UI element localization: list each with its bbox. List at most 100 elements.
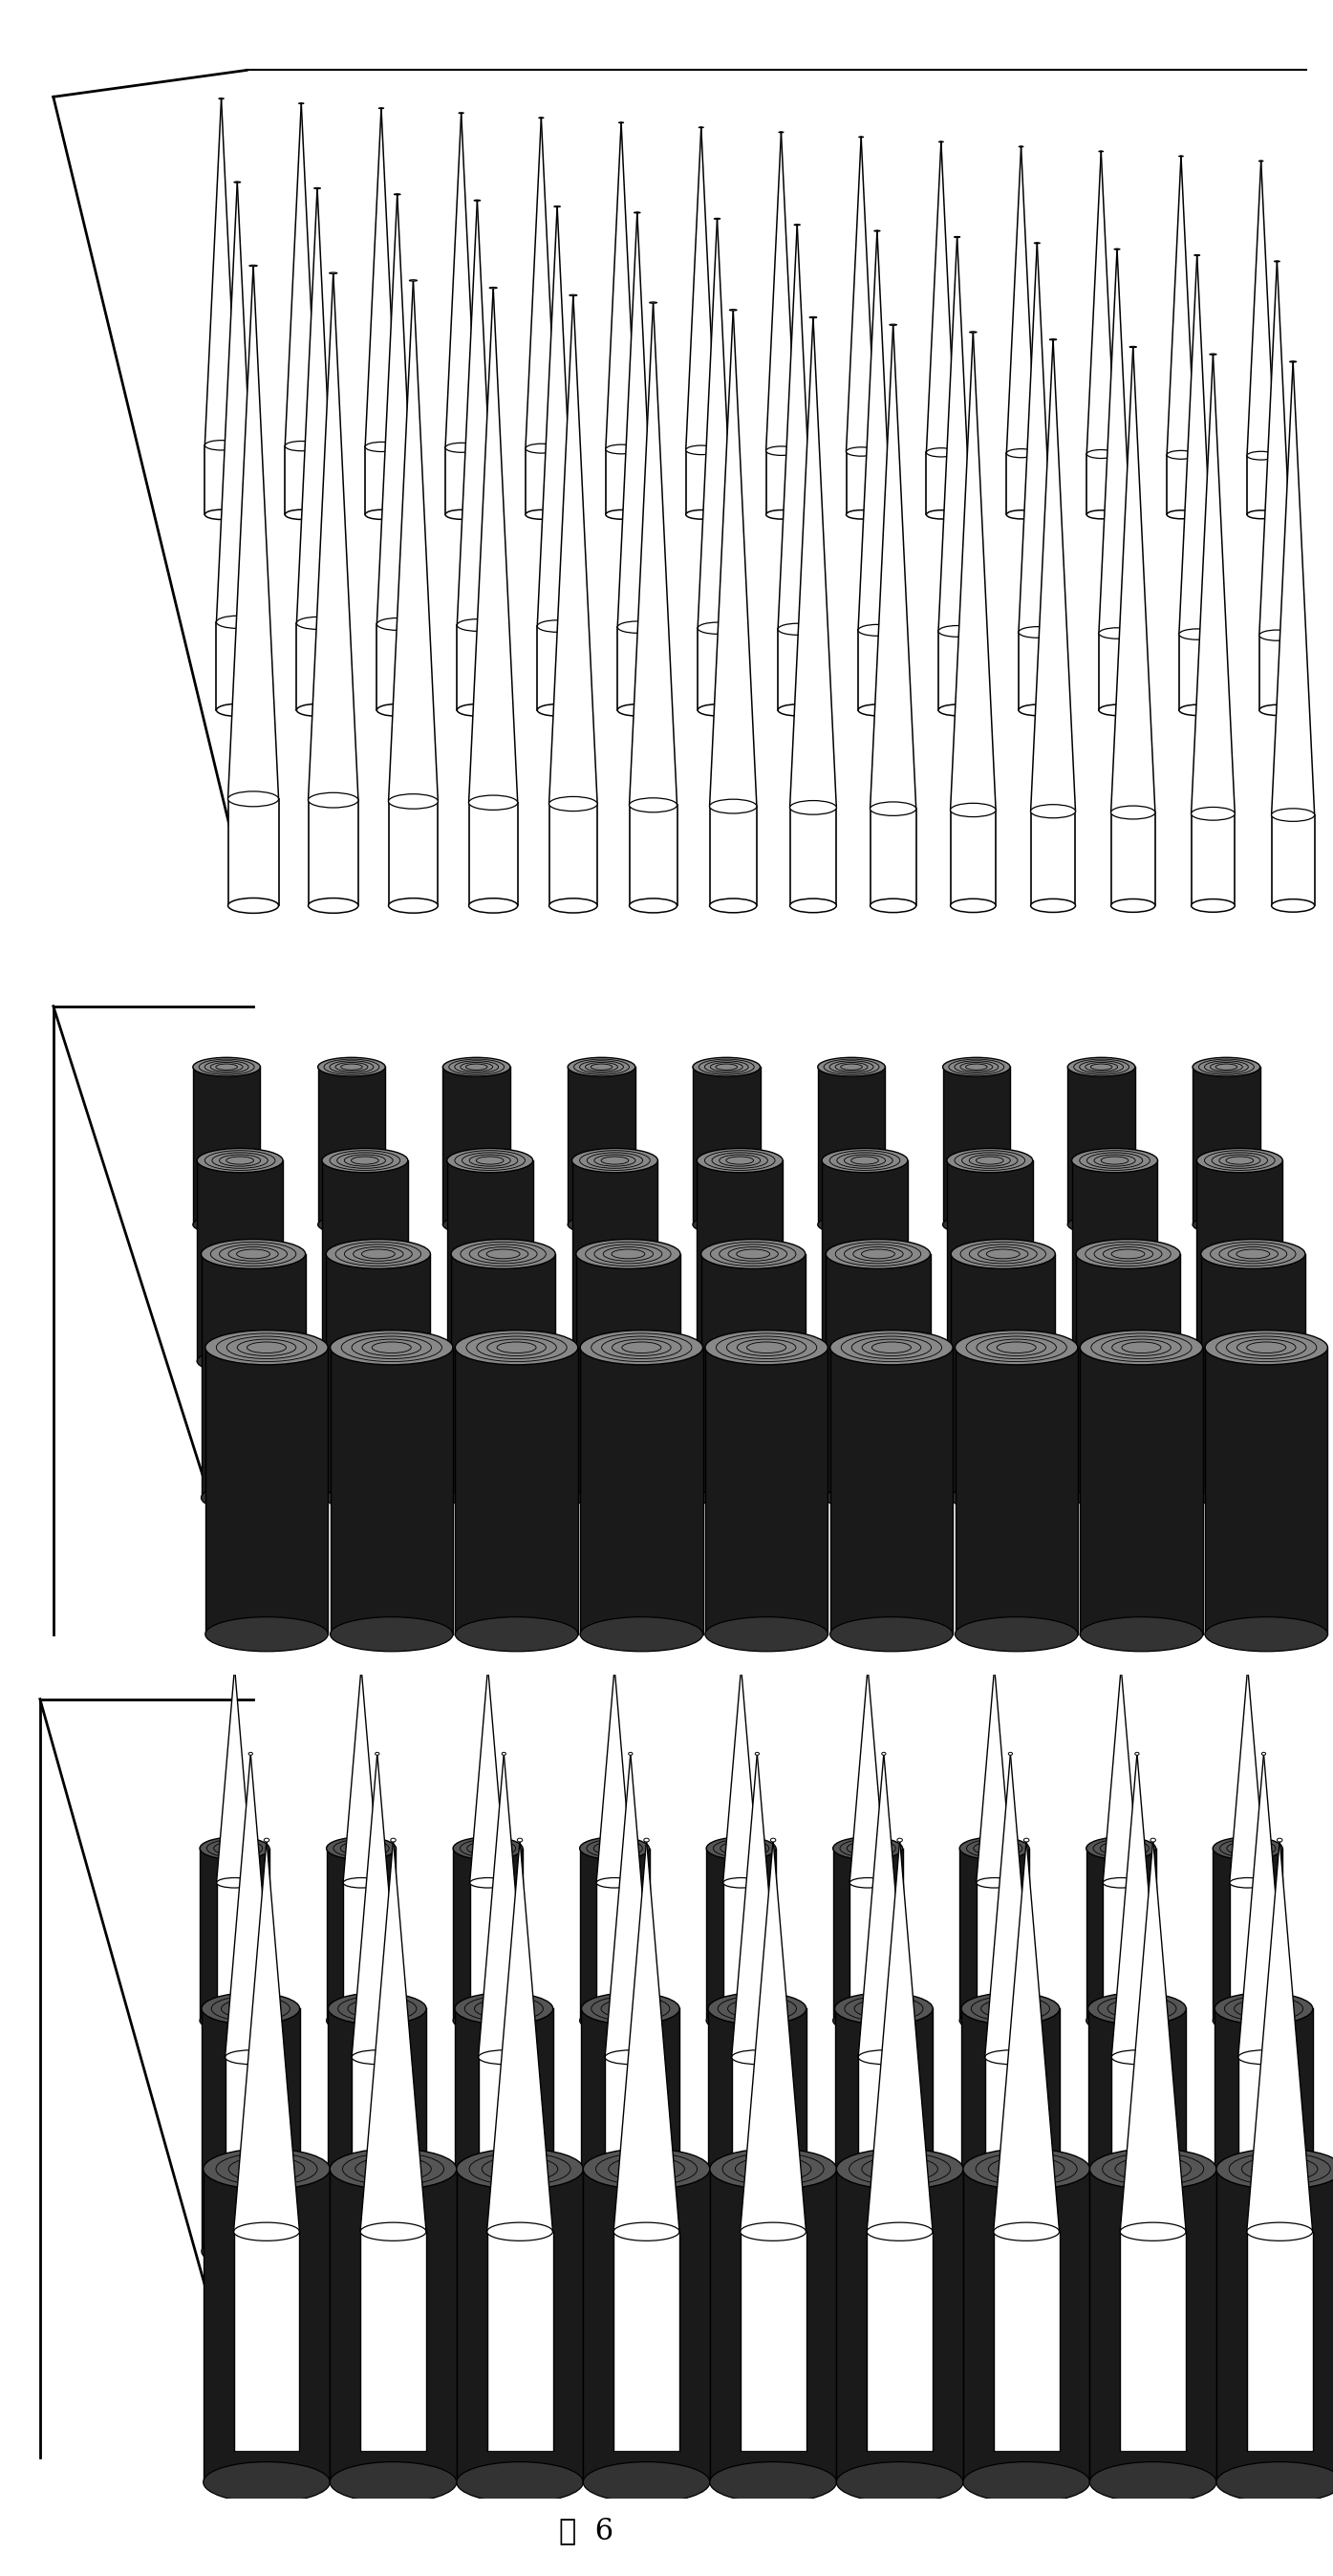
Polygon shape [228,265,279,799]
Polygon shape [443,1066,511,1224]
Polygon shape [1080,1347,1202,1633]
Ellipse shape [1260,706,1294,716]
Polygon shape [343,1883,380,2004]
Ellipse shape [1272,809,1314,822]
Polygon shape [1076,1255,1180,1497]
Polygon shape [1192,355,1234,814]
Ellipse shape [790,801,836,814]
Polygon shape [1248,162,1274,456]
Polygon shape [360,2231,427,2450]
Ellipse shape [205,1329,328,1365]
Polygon shape [1238,1754,1289,2058]
Ellipse shape [323,1350,408,1373]
Ellipse shape [568,1216,636,1234]
Ellipse shape [693,1216,760,1234]
Polygon shape [701,1255,805,1497]
Ellipse shape [849,1878,886,1888]
Ellipse shape [1248,451,1274,461]
Ellipse shape [754,1752,760,1754]
Polygon shape [216,1667,253,1883]
Polygon shape [1018,631,1056,711]
Polygon shape [204,2169,331,2483]
Ellipse shape [487,2223,553,2241]
Polygon shape [778,224,816,629]
Ellipse shape [708,1994,806,2025]
Ellipse shape [327,1239,431,1267]
Ellipse shape [469,1878,507,1888]
Polygon shape [216,1883,253,2004]
Polygon shape [740,1839,806,2231]
Polygon shape [605,2058,656,2228]
Ellipse shape [960,2009,1029,2032]
Ellipse shape [1006,448,1036,459]
Ellipse shape [938,703,976,716]
Polygon shape [766,451,796,515]
Polygon shape [479,2058,529,2228]
Ellipse shape [457,703,497,716]
Polygon shape [613,1839,680,2231]
Polygon shape [617,214,657,626]
Polygon shape [817,1066,885,1224]
Ellipse shape [950,899,996,912]
Ellipse shape [629,799,677,811]
Polygon shape [866,1839,933,2231]
Ellipse shape [391,1839,396,1842]
Ellipse shape [1205,1618,1328,1651]
Ellipse shape [834,1994,933,2025]
Polygon shape [228,799,279,907]
Ellipse shape [1072,1149,1157,1172]
Polygon shape [732,1754,782,2058]
Ellipse shape [1166,510,1196,518]
Polygon shape [706,1850,776,2020]
Ellipse shape [961,1994,1060,2025]
Polygon shape [1086,152,1116,453]
Polygon shape [1068,1066,1136,1224]
Ellipse shape [343,1878,380,1888]
Ellipse shape [833,1837,902,1860]
Polygon shape [849,1883,886,2004]
Polygon shape [938,237,976,631]
Ellipse shape [549,796,597,811]
Polygon shape [926,453,956,515]
Polygon shape [926,142,956,453]
Ellipse shape [881,1752,886,1754]
Ellipse shape [568,1056,636,1077]
Ellipse shape [1201,1484,1305,1512]
Polygon shape [709,806,757,907]
Polygon shape [584,2169,710,2483]
Polygon shape [453,1850,523,2020]
Polygon shape [1246,2231,1313,2450]
Ellipse shape [228,791,279,806]
Ellipse shape [525,443,557,453]
Ellipse shape [946,1149,1033,1172]
Ellipse shape [581,2236,680,2267]
Polygon shape [1213,1850,1282,2020]
Ellipse shape [576,1239,680,1267]
Ellipse shape [1110,806,1156,819]
Ellipse shape [822,1149,908,1172]
Polygon shape [455,2009,553,2251]
Ellipse shape [1112,2050,1162,2063]
Polygon shape [451,1255,556,1497]
Ellipse shape [200,2009,269,2032]
Polygon shape [352,2058,403,2228]
Ellipse shape [203,2148,331,2190]
Ellipse shape [858,623,896,636]
Polygon shape [1205,1347,1328,1633]
Polygon shape [216,621,259,711]
Ellipse shape [201,2236,300,2267]
Ellipse shape [628,1752,633,1754]
Ellipse shape [205,510,237,520]
Polygon shape [826,1255,930,1497]
Ellipse shape [447,1149,533,1172]
Polygon shape [331,1347,453,1633]
Ellipse shape [1089,2463,1216,2504]
Ellipse shape [870,801,916,817]
Ellipse shape [837,2148,964,2190]
Ellipse shape [352,2050,403,2063]
Ellipse shape [710,2463,837,2504]
Polygon shape [537,626,577,711]
Polygon shape [549,296,597,804]
Ellipse shape [708,2236,806,2267]
Polygon shape [858,631,896,711]
